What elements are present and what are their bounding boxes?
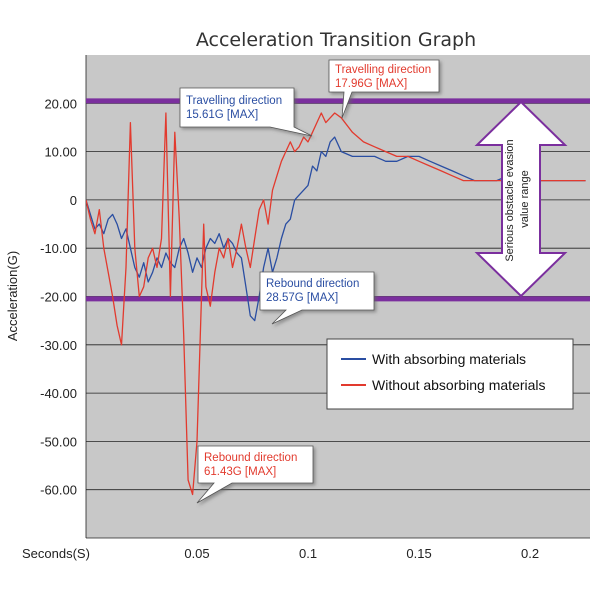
y-axis-label: Acceleration(G): [5, 251, 20, 341]
y-tick-label-6: -40.00: [40, 386, 77, 401]
callout-blue-rebound-line-2: 28.57G [MAX]: [266, 292, 338, 304]
chart-title: Acceleration Transition Graph: [196, 29, 476, 51]
callout-red-travelling-line-1: Travelling direction: [335, 64, 431, 76]
y-tick-label-0: 20.00: [44, 96, 77, 111]
y-axis-ticks: 20.00 10.00 0 -10.00 -20.00 -30.00 -40.00 -50.0…: [40, 96, 77, 497]
range-label-line-2: value range: [519, 170, 531, 228]
legend: With absorbing materials Without absorbi…: [326, 338, 574, 410]
series-line-1: [86, 112, 586, 496]
x-tick-label-0: 0.05: [184, 546, 209, 561]
callout-red-rebound: Rebound direction 61.43G [MAX]: [196, 445, 314, 504]
callout-red-rebound-line-2: 61.43G [MAX]: [204, 466, 276, 478]
y-tick-label-7: -50.00: [40, 434, 77, 449]
legend-label-without-absorbing: Without absorbing materials: [372, 377, 546, 393]
callout-blue-travelling-line-2: 15.61G [MAX]: [186, 109, 258, 121]
y-tick-label-4: -20.00: [40, 290, 77, 305]
y-tick-label-5: -30.00: [40, 338, 77, 353]
callouts: Travelling direction 17.96G [MAX] Travel…: [179, 59, 440, 504]
callout-red-travelling: Travelling direction 17.96G [MAX]: [328, 59, 440, 119]
callout-red-travelling-line-2: 17.96G [MAX]: [335, 78, 407, 90]
callout-red-rebound-line-1: Rebound direction: [204, 452, 297, 464]
x-tick-label-1: 0.1: [299, 546, 317, 561]
callout-blue-rebound: Rebound direction 28.57G [MAX]: [259, 271, 375, 325]
range-label: Serious obstacle evasion value range: [504, 136, 531, 261]
y-tick-label-8: -60.00: [40, 483, 77, 498]
x-tick-label-2: 0.15: [406, 546, 431, 561]
callout-blue-travelling-line-1: Travelling direction: [186, 95, 282, 107]
range-double-arrow: [474, 100, 568, 298]
y-tick-label-3: -10.00: [40, 241, 77, 256]
callout-blue-travelling-box: [179, 87, 313, 137]
callout-blue-rebound-line-1: Rebound direction: [266, 278, 359, 290]
x-tick-label-3: 0.2: [521, 546, 539, 561]
x-axis-label: Seconds(S): [22, 546, 90, 561]
callout-blue-rebound-box: [259, 271, 375, 325]
legend-label-with-absorbing: With absorbing materials: [372, 351, 526, 367]
range-label-line-1: Serious obstacle evasion: [504, 139, 516, 261]
y-tick-label-2: 0: [70, 193, 77, 208]
legend-box: [326, 338, 574, 410]
evasion-range-arrow: Serious obstacle evasion value range: [474, 100, 568, 298]
callout-red-travelling-box: [328, 59, 440, 119]
callout-red-rebound-box: [196, 445, 314, 504]
x-axis-ticks: 0.05 0.1 0.15 0.2: [184, 546, 539, 561]
callout-blue-travelling: Travelling direction 15.61G [MAX]: [179, 87, 313, 137]
y-tick-label-1: 10.00: [44, 145, 77, 160]
